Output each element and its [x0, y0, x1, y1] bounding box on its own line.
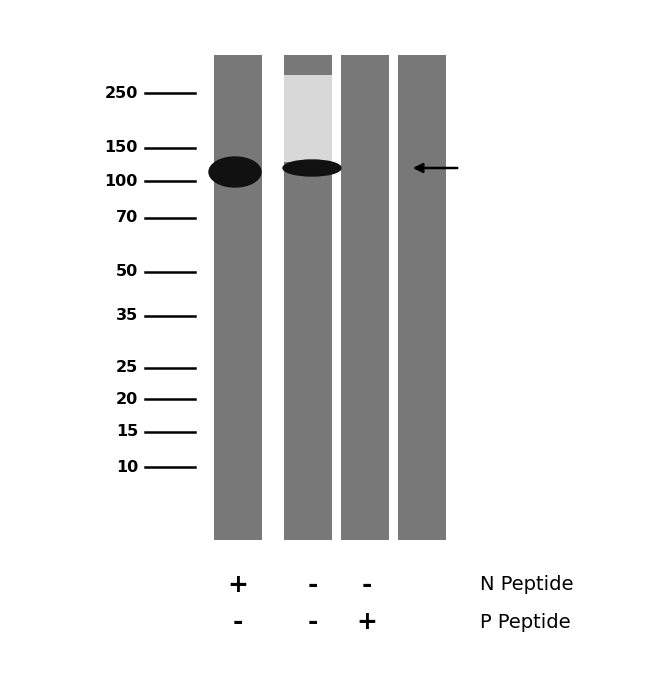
Text: 150: 150	[105, 141, 138, 156]
Text: 35: 35	[116, 309, 138, 324]
Text: 100: 100	[105, 173, 138, 188]
Text: 10: 10	[116, 460, 138, 475]
Bar	[214, 55, 262, 540]
Text: -: -	[308, 610, 318, 634]
Text: 250: 250	[105, 85, 138, 100]
Bar	[398, 55, 446, 540]
Ellipse shape	[209, 157, 261, 187]
Bar	[284, 75, 332, 162]
Text: +: +	[227, 573, 248, 597]
Text: -: -	[308, 573, 318, 597]
Text: +: +	[357, 610, 378, 634]
Text: -: -	[362, 573, 372, 597]
Text: 15: 15	[116, 424, 138, 439]
Text: 50: 50	[116, 265, 138, 280]
Text: 20: 20	[116, 391, 138, 406]
Text: -: -	[233, 610, 243, 634]
Bar	[341, 55, 389, 540]
Text: P Peptide: P Peptide	[480, 613, 571, 632]
Bar	[284, 55, 332, 540]
Text: 70: 70	[116, 211, 138, 225]
Ellipse shape	[283, 160, 341, 176]
Text: N Peptide: N Peptide	[480, 575, 573, 594]
Text: 25: 25	[116, 360, 138, 376]
